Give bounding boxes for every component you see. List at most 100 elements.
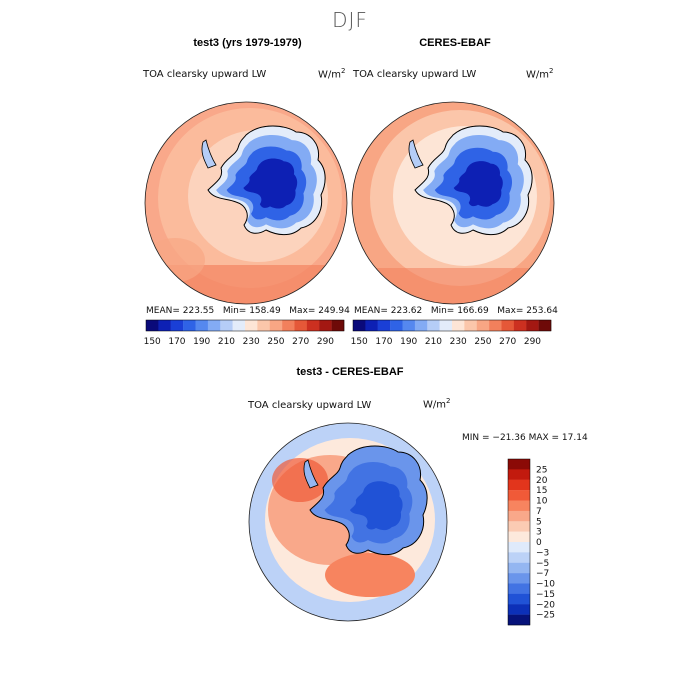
colorbar-diff-swatch: [508, 604, 530, 615]
colorbar-1-swatch: [282, 320, 295, 331]
colorbar-2-swatch: [377, 320, 391, 331]
colorbar-diff-label: 25: [536, 465, 547, 475]
colorbar-2-swatch: [439, 320, 453, 331]
colorbar-diff-swatch: [508, 500, 530, 512]
colorbar-diff-swatch: [508, 510, 530, 522]
colorbar-1-swatch: [207, 320, 221, 331]
colorbar-diff-label: 3: [536, 528, 542, 538]
colorbar-2-label: 150: [351, 337, 368, 347]
panel-1-variable: TOA clearsky upward LW: [143, 69, 267, 80]
colorbar-diff-label: −20: [536, 600, 555, 610]
colorbar-2-swatch: [513, 320, 527, 331]
colorbar-diff-label: 0: [536, 538, 542, 548]
colorbar-2-swatch: [501, 320, 515, 331]
panel-2-variable: TOA clearsky upward LW: [353, 69, 477, 80]
colorbar-diff-label: −10: [536, 580, 555, 590]
colorbar-2-swatch: [464, 320, 477, 331]
panel-2-stats: MEAN= 223.62 Min= 166.69 Max= 253.64: [354, 306, 558, 316]
colorbar-2-label: 270: [499, 337, 516, 347]
colorbar-2-label: 250: [474, 337, 491, 347]
panel-2-min: Min= 166.69: [430, 306, 489, 316]
map-panel-1: [144, 101, 348, 305]
colorbar-1-swatch: [158, 320, 171, 331]
diff-variable: TOA clearsky upward LW: [248, 400, 372, 411]
colorbar-1-swatch: [146, 320, 159, 331]
colorbar-1-label: 170: [168, 337, 185, 347]
panel-1-title: test3 (yrs 1979-1979): [193, 37, 302, 49]
panel-1-min: Min= 158.49: [222, 306, 281, 316]
colorbar-2-swatch: [489, 320, 502, 331]
colorbar-diff-label: −25: [536, 611, 555, 621]
panel-2-mean: MEAN= 223.62: [354, 306, 423, 316]
colorbar-2-frame: [352, 319, 552, 332]
colorbar-1-swatch: [183, 320, 196, 331]
colorbar-1-label: 210: [218, 337, 235, 347]
colorbar-1-label: 290: [317, 337, 334, 347]
colorbar-diff-swatch: [508, 583, 530, 595]
colorbar-2-swatch: [365, 320, 378, 331]
colorbar-2-swatch: [476, 320, 490, 331]
diff-units: W/m2: [423, 397, 451, 411]
colorbar-1-label: 230: [243, 337, 260, 347]
colorbar-diff-label: −3: [536, 548, 549, 558]
colorbar-2-label: 230: [450, 337, 467, 347]
colorbar-2-swatch: [526, 320, 539, 331]
colorbar-2-swatch: [353, 320, 366, 331]
colorbar-diff-frame: [507, 458, 531, 626]
panel-2-units: W/m2: [526, 67, 554, 81]
colorbar-diff-swatch: [508, 614, 530, 626]
colorbar-diff-swatch: [508, 521, 530, 532]
colorbar-1-swatch: [232, 320, 246, 331]
colorbar-2-swatch: [427, 320, 440, 331]
colorbar-diff-label: 7: [536, 507, 542, 517]
colorbar-1-swatch: [306, 320, 320, 331]
panel-1-units: W/m2: [318, 67, 346, 81]
colorbar-diff-label: −5: [536, 559, 549, 569]
colorbar-1-label: 150: [144, 337, 161, 347]
colorbar-2-swatch: [390, 320, 403, 331]
colorbar-1-swatch: [245, 320, 258, 331]
colorbar-1-frame: [145, 319, 345, 332]
panel-2-max: Max= 253.64: [497, 306, 558, 316]
map-panel-diff: [248, 422, 448, 622]
colorbar-diff-swatch: [508, 573, 530, 584]
colorbar-diff-label: −15: [536, 590, 555, 600]
map-panel-2: [351, 101, 555, 305]
colorbar-1-swatch: [331, 320, 345, 331]
colorbar-diff-swatch: [508, 531, 530, 543]
colorbar-2-label: 210: [425, 337, 442, 347]
colorbar-diff-swatch: [508, 542, 530, 553]
diff-title: test3 - CERES-EBAF: [296, 366, 404, 378]
colorbar-diff-swatch: [508, 469, 530, 480]
colorbar-1-swatch: [269, 320, 283, 331]
colorbar-1-swatch: [220, 320, 233, 331]
colorbar-diff-label: −7: [536, 569, 549, 579]
colorbar-diff-swatch: [508, 562, 530, 574]
colorbar-2-swatch: [538, 320, 552, 331]
colorbar-diff-swatch: [508, 459, 530, 470]
figure-suptitle: DJF: [332, 8, 368, 32]
colorbar-diff-swatch: [508, 593, 530, 605]
colorbar-1-swatch: [294, 320, 308, 331]
colorbar-diff-label: 20: [536, 476, 548, 486]
panel-1-mean: MEAN= 223.55: [146, 306, 215, 316]
colorbar-1-swatch: [319, 320, 332, 331]
colorbar-2-swatch: [414, 320, 428, 331]
diff-minmax: MIN = −21.36 MAX = 17.14: [462, 433, 588, 443]
colorbar-diff-swatch: [508, 552, 530, 563]
colorbar-top: 150 170 190 210 230 250 270 290 150 170 190 210 230 2…: [144, 319, 552, 347]
colorbar-1-swatch: [170, 320, 184, 331]
colorbar-diff-swatch: [508, 490, 530, 501]
colorbar-1-label: 190: [193, 337, 210, 347]
colorbar-1-label: 250: [267, 337, 284, 347]
colorbar-diff-label: 10: [536, 497, 548, 507]
panel-2-title: CERES-EBAF: [419, 37, 491, 49]
panel-1-stats: MEAN= 223.55 Min= 158.49 Max= 249.94: [146, 306, 350, 316]
colorbar-2-label: 170: [375, 337, 392, 347]
colorbar-2-label: 190: [400, 337, 417, 347]
colorbar-diff-label: 15: [536, 486, 547, 496]
colorbar-2-label: 290: [524, 337, 541, 347]
colorbar-diff-swatch: [508, 479, 530, 491]
